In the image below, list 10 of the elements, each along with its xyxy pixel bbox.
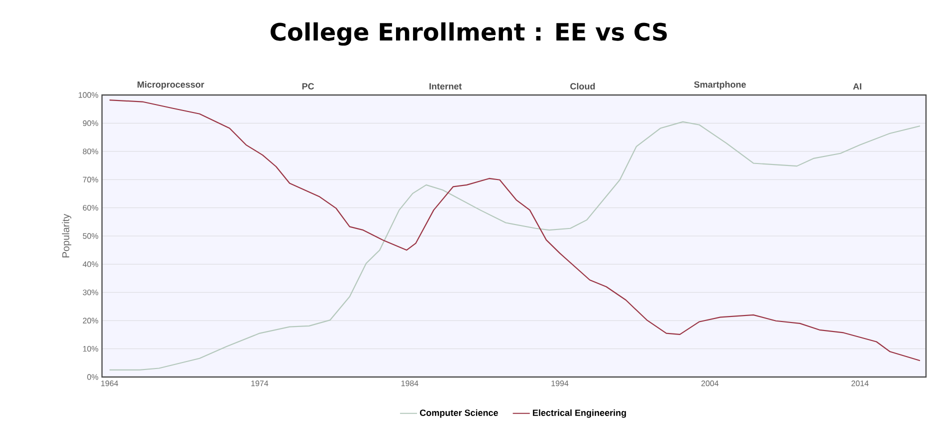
text: Internet xyxy=(430,83,462,90)
text: Smartphone xyxy=(694,81,746,90)
text: Microprocessor xyxy=(138,81,204,90)
y-axis-title: Popularity xyxy=(62,214,72,258)
chart-title: College Enrollment : EE vs CS xyxy=(270,22,667,46)
text: PC xyxy=(302,83,314,90)
legend-label: Electrical Engineering xyxy=(532,409,626,418)
text: AI xyxy=(853,83,862,90)
legend-label: Computer Science xyxy=(420,409,498,418)
text: Cloud xyxy=(570,82,595,90)
